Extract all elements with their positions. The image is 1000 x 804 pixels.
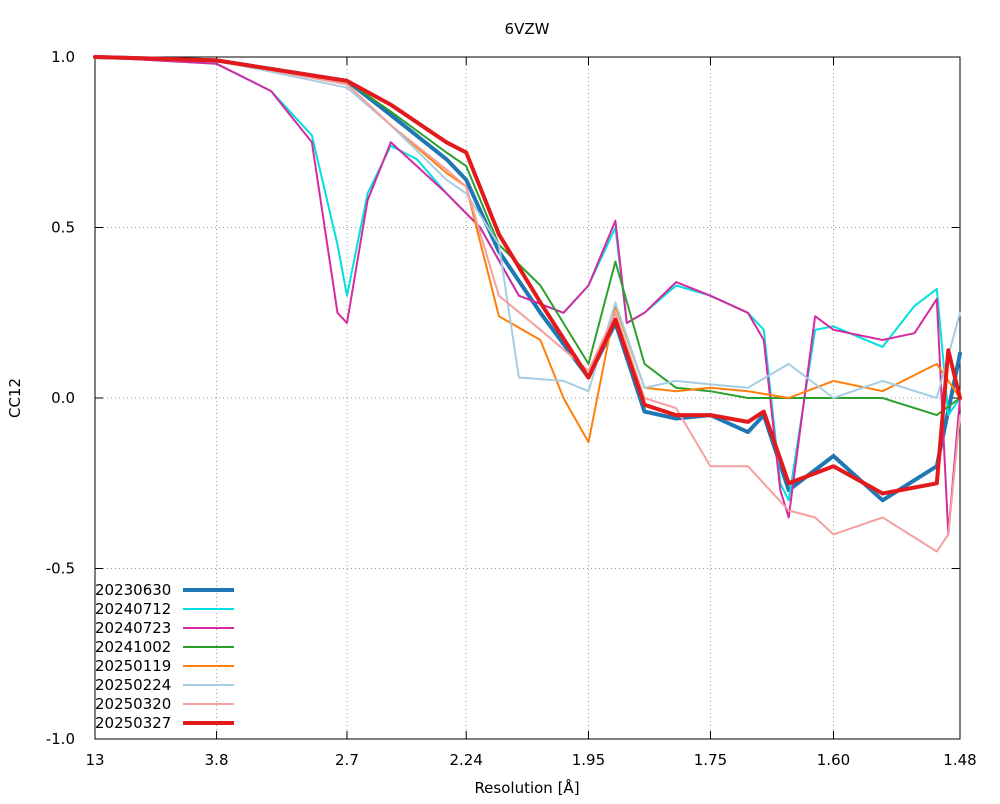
chart-title: 6VZW [505, 20, 550, 38]
series-line-20240723 [94, 56, 961, 536]
series-line-20250327 [93, 55, 962, 496]
x-tick-label: 13 [85, 751, 104, 769]
legend-label: 20250327 [95, 714, 171, 732]
x-tick-label: 1.95 [572, 751, 605, 769]
series-layer [93, 55, 962, 553]
x-tick-label: 1.48 [943, 751, 976, 769]
legend-label: 20250320 [95, 695, 171, 713]
y-tick-label: -1.0 [46, 730, 75, 748]
x-axis-label: Resolution [Å] [474, 778, 579, 797]
legend-label: 20230630 [95, 581, 171, 599]
x-tick-label: 1.75 [694, 751, 727, 769]
y-tick-label: 1.0 [51, 48, 75, 66]
legend-label: 20240712 [95, 600, 171, 618]
axis-ticks: 13 3.8 2.7 2.24 1.95 1.75 1.60 1.48 1.0 0.5 0.0 -0.… [46, 48, 977, 769]
series-line-20250320 [94, 56, 961, 553]
y-tick-label: -0.5 [46, 560, 75, 578]
legend: 2023063020240712202407232024100220250119… [95, 581, 234, 732]
legend-label: 20250224 [95, 676, 171, 694]
x-tick-label: 1.60 [817, 751, 850, 769]
legend-label: 20250119 [95, 657, 171, 675]
legend-label: 20241002 [95, 638, 171, 656]
x-tick-label: 2.7 [335, 751, 359, 769]
series-line-20250119 [94, 56, 961, 444]
series-line-20241002 [94, 56, 961, 417]
x-tick-label: 3.8 [205, 751, 229, 769]
legend-label: 20240723 [95, 619, 171, 637]
y-tick-label: 0.0 [51, 389, 75, 407]
y-tick-label: 0.5 [51, 219, 75, 237]
y-axis-label: CC12 [6, 378, 24, 418]
grid [95, 57, 960, 739]
x-tick-label: 2.24 [450, 751, 483, 769]
